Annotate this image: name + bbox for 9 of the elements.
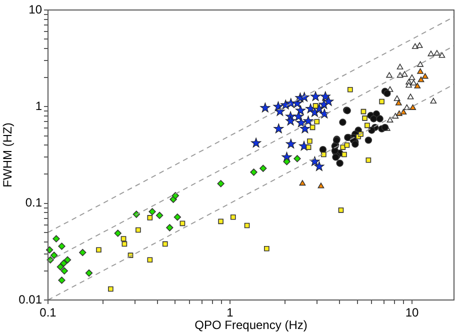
y-tick-label: 0.01	[18, 292, 42, 306]
y-tick-label: 0.1	[25, 196, 42, 210]
x-tick-label: 1	[226, 306, 234, 320]
y-tick-label: 10	[28, 2, 42, 16]
x-tick-label: 10	[405, 306, 420, 320]
y-axis-title: FWHM (HZ)	[0, 122, 15, 188]
x-tick-label: 0.1	[40, 306, 57, 320]
x-axis-title: QPO Frequency (Hz)	[194, 318, 308, 332]
y-tick-label: 1	[35, 98, 42, 113]
